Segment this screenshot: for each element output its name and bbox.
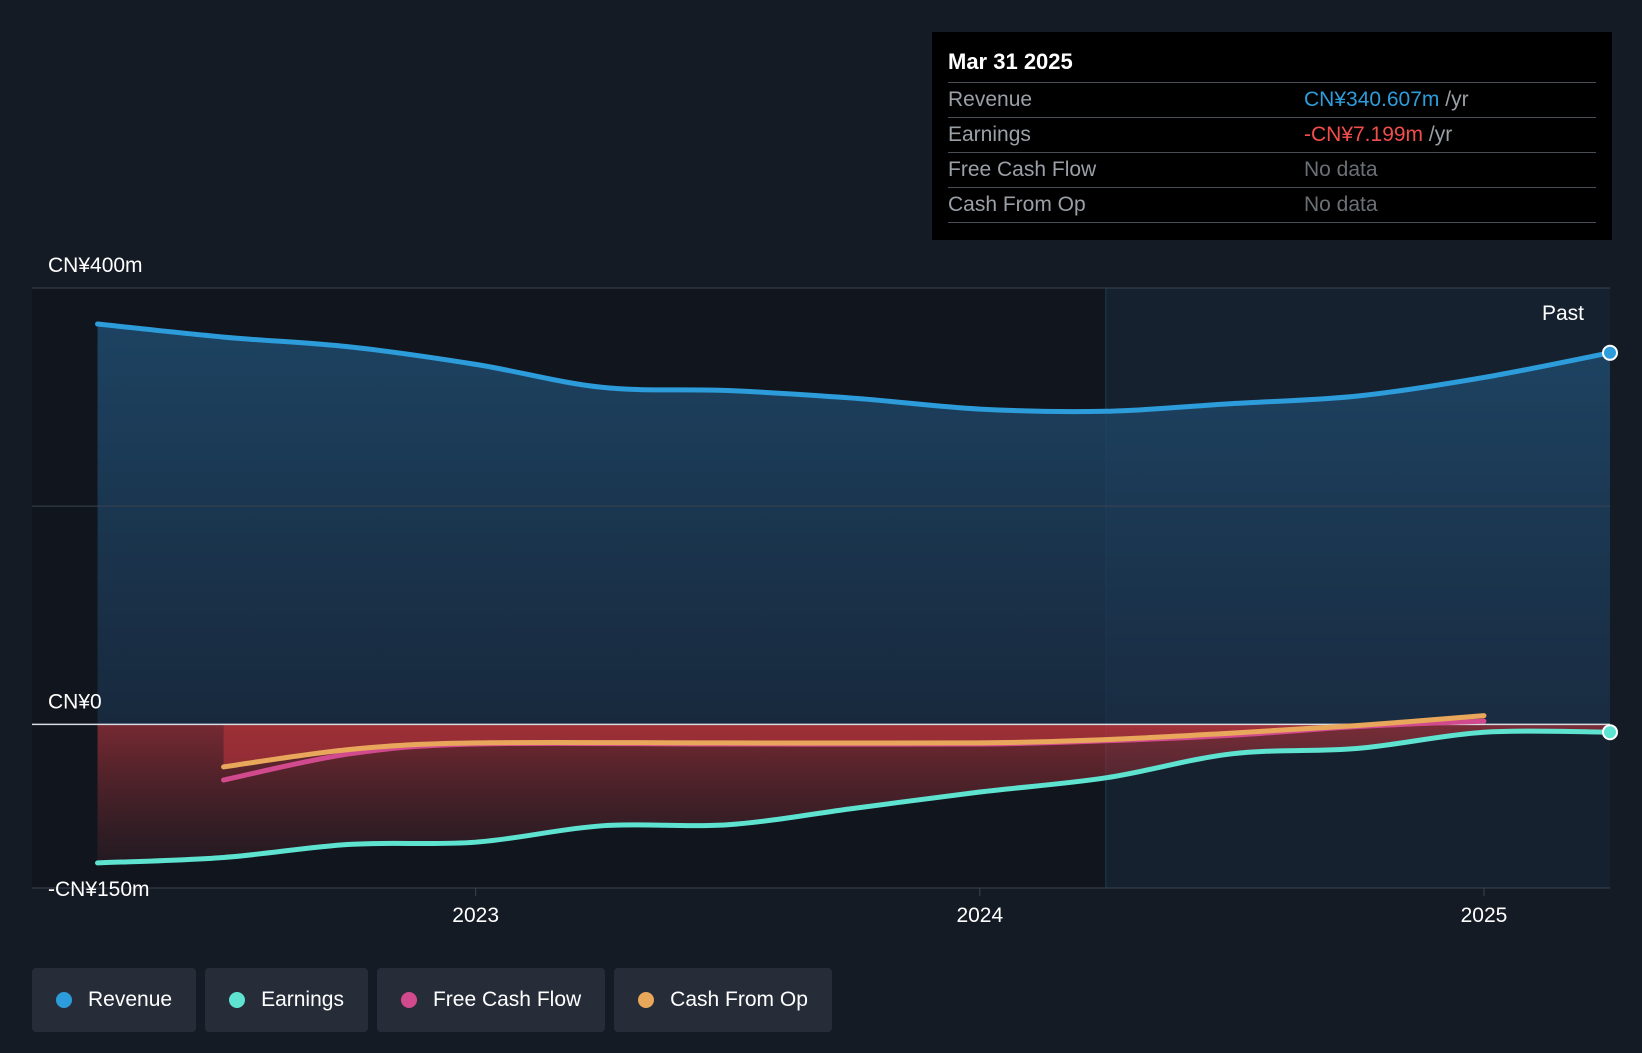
series-line-cash-from-op — [221, 713, 1487, 770]
tooltip-row-earnings: Earnings -CN¥7.199m /yr — [948, 118, 1596, 153]
tooltip-date: Mar 31 2025 — [948, 46, 1596, 83]
tooltip-cfo-value: No data — [1304, 193, 1378, 216]
tooltip-earnings-value: -CN¥7.199m — [1304, 123, 1424, 146]
tooltip-row-cfo: Cash From Op No data — [948, 188, 1596, 223]
legend-item-free-cash-flow[interactable]: Free Cash Flow — [376, 968, 606, 1032]
legend: Revenue Earnings Free Cash Flow Cash Fro… — [32, 968, 832, 1032]
tooltip-label: Free Cash Flow — [948, 158, 1097, 181]
legend-item-cash-from-op[interactable]: Cash From Op — [614, 968, 832, 1032]
tooltip-panel: Mar 31 2025 Revenue CN¥340.607m /yr Earn… — [932, 32, 1612, 240]
series-end-marker — [1602, 724, 1618, 741]
series-line-revenue — [95, 321, 1613, 415]
legend-label: Revenue — [88, 988, 173, 1011]
tooltip-value: -CN¥7.199m /yr — [1304, 118, 1452, 152]
x-axis-label: 2025 — [1461, 904, 1508, 927]
legend-item-earnings[interactable]: Earnings — [205, 968, 368, 1032]
tooltip-unit: /yr — [1445, 88, 1469, 111]
legend-label: Earnings — [261, 988, 344, 1011]
tooltip-fcf-value: No data — [1304, 158, 1378, 181]
tooltip-row-fcf: Free Cash Flow No data — [948, 153, 1596, 188]
earnings-area — [97, 724, 1611, 863]
legend-dot-icon — [56, 992, 72, 1008]
legend-dot-icon — [638, 992, 655, 1008]
tooltip-row-revenue: Revenue CN¥340.607m /yr — [948, 83, 1596, 118]
tooltip-label: Earnings — [948, 123, 1031, 146]
revenue-area — [97, 324, 1611, 725]
tooltip-label: Cash From Op — [948, 193, 1086, 216]
legend-item-revenue[interactable]: Revenue — [32, 968, 197, 1032]
x-axis-label: 2024 — [956, 904, 1003, 927]
x-axis-label: 2023 — [452, 904, 499, 927]
legend-label: Cash From Op — [670, 988, 808, 1011]
series-end-marker — [1602, 344, 1618, 361]
y-axis-label: CN¥0 — [48, 690, 102, 713]
legend-dot-icon — [229, 992, 246, 1008]
tooltip-unit: /yr — [1428, 123, 1453, 146]
series-line-earnings — [95, 728, 1613, 866]
y-axis-label: CN¥400m — [48, 254, 143, 277]
y-axis-label: -CN¥150m — [48, 878, 150, 901]
legend-label: Free Cash Flow — [432, 988, 582, 1011]
tooltip-label: Revenue — [948, 88, 1033, 111]
past-label: Past — [1542, 302, 1584, 325]
tooltip-revenue-value: CN¥340.607m — [1304, 88, 1440, 111]
legend-dot-icon — [400, 992, 417, 1008]
tooltip-value: CN¥340.607m /yr — [1304, 83, 1469, 117]
